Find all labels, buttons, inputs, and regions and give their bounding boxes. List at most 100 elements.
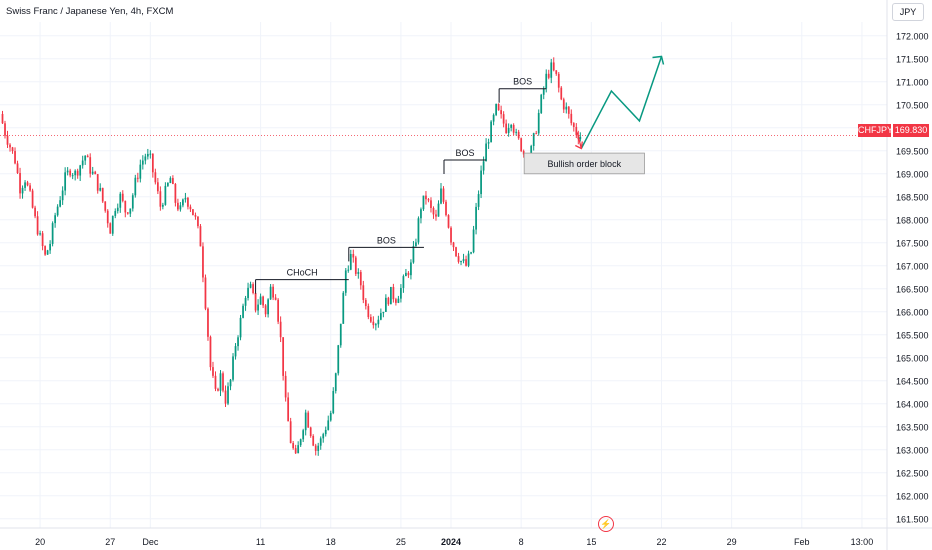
candle-body — [224, 390, 227, 404]
candle-body — [517, 131, 520, 139]
structure-label: BOS — [513, 77, 532, 87]
x-tick-label: 13:00 — [851, 537, 874, 547]
y-tick-label: 162.000 — [896, 491, 929, 501]
candle-body — [237, 337, 239, 347]
candle-body — [257, 304, 259, 311]
candle-body — [395, 299, 397, 303]
candles — [1, 57, 582, 456]
candle-body — [450, 227, 452, 243]
candle-body — [146, 153, 149, 157]
candle-body — [347, 269, 350, 271]
candle-body — [410, 262, 412, 276]
candle-body — [61, 190, 64, 201]
candle-body — [232, 356, 234, 380]
currency-button[interactable]: JPY — [892, 3, 924, 21]
candle-body — [212, 367, 214, 376]
candle-body — [156, 182, 159, 192]
candle-body — [96, 174, 99, 191]
candle-body — [272, 286, 274, 298]
structure-label: BOS — [456, 148, 475, 158]
candle-body — [470, 252, 472, 254]
candle-body — [154, 172, 157, 183]
candle-body — [184, 197, 187, 200]
candle-body — [39, 233, 41, 235]
candle-body — [234, 346, 237, 357]
candle-body — [197, 216, 199, 227]
candle-body — [515, 131, 518, 133]
candle-body — [505, 123, 508, 134]
candle-body — [465, 259, 467, 266]
candle-body — [299, 439, 302, 446]
candle-body — [111, 215, 114, 234]
candle-body — [239, 317, 242, 338]
candle-body — [482, 161, 485, 171]
candle-body — [104, 201, 107, 211]
candle-body — [427, 199, 430, 201]
candle-body — [384, 297, 387, 312]
candle-body — [502, 114, 505, 124]
candle-body — [94, 171, 97, 175]
candle-body — [324, 429, 327, 435]
candle-body — [507, 127, 510, 134]
y-tick-label: 161.500 — [896, 514, 929, 524]
candle-body — [9, 144, 11, 148]
candle-body — [151, 153, 154, 173]
candle-body — [304, 412, 307, 431]
candle-body — [11, 147, 14, 152]
candle-body — [14, 151, 16, 164]
y-tick-label: 163.500 — [896, 422, 929, 432]
candle-body — [354, 257, 357, 274]
candle-body — [84, 155, 87, 161]
candle-body — [447, 215, 450, 228]
candle-body — [141, 160, 144, 165]
grid — [0, 22, 887, 528]
candle-body — [512, 125, 515, 133]
candle-body — [307, 412, 310, 428]
candle-body — [500, 110, 503, 115]
last-price-badge: CHFJPY 169.830 — [858, 124, 930, 137]
candle-body — [114, 211, 117, 216]
candle-body — [284, 375, 287, 398]
candle-body — [302, 430, 305, 440]
candle-body — [209, 336, 212, 368]
candle-body — [41, 233, 44, 247]
candle-body — [565, 106, 568, 110]
last-price-value: 169.830 — [893, 124, 929, 137]
candle-body — [126, 212, 129, 214]
candle-body — [422, 195, 425, 210]
candle-body — [76, 170, 79, 176]
candle-body — [467, 253, 470, 266]
candle-body — [357, 272, 360, 274]
candle-body — [34, 207, 36, 217]
candle-body — [71, 175, 74, 177]
y-tick-label: 166.000 — [896, 307, 929, 317]
candle-body — [134, 177, 137, 196]
candle-body — [199, 226, 202, 247]
candle-body — [16, 163, 19, 174]
candle-body — [339, 323, 342, 346]
lightning-icon[interactable]: ⚡ — [598, 516, 614, 532]
candle-body — [372, 321, 375, 326]
candle-body — [116, 207, 119, 212]
candle-body — [54, 215, 57, 224]
candle-body — [497, 104, 500, 111]
candle-body — [442, 188, 445, 202]
pullback-arrowhead — [575, 141, 583, 150]
candle-body — [177, 202, 179, 210]
candle-body — [69, 170, 72, 176]
y-tick-label: 164.000 — [896, 399, 929, 409]
candle-body — [174, 183, 177, 203]
candle-body — [189, 206, 192, 210]
candle-body — [31, 190, 34, 208]
candle-body — [106, 210, 109, 224]
candle-body — [194, 215, 197, 217]
candle-body — [49, 243, 51, 251]
candle-body — [575, 126, 578, 136]
candle-body — [179, 205, 182, 210]
candle-body — [101, 187, 104, 202]
structure-label: CHoCH — [287, 268, 318, 278]
candle-body — [167, 183, 169, 186]
candle-body — [437, 203, 440, 217]
candle-body — [547, 73, 550, 78]
